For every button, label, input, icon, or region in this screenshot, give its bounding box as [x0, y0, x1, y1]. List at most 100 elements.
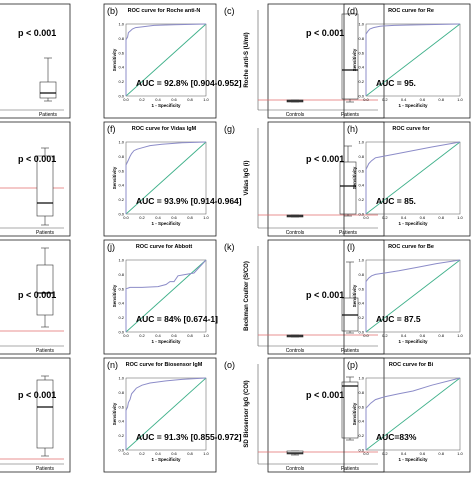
- box-body: [39, 81, 57, 99]
- panel-label: (j): [107, 242, 115, 252]
- y-tick-label: 0.0: [118, 94, 124, 99]
- x-tick-label: 0.6: [420, 97, 426, 102]
- category-label: Patients: [341, 466, 360, 472]
- category-label: Controls: [286, 466, 305, 472]
- roc-curve: [125, 259, 207, 332]
- panel-title: ROC curve for Roche anti-N: [128, 8, 201, 14]
- p-value-label: p < 0.001: [18, 28, 56, 38]
- reference-diagonal: [125, 259, 207, 333]
- x-tick-label: 0.4: [155, 451, 161, 456]
- y-tick-label: 0.8: [358, 154, 364, 159]
- y-tick-label: 1.0: [118, 22, 124, 27]
- x-tick-label: 0.0: [363, 451, 369, 456]
- x-tick-label: 0.8: [187, 97, 193, 102]
- panel-label: (c): [224, 6, 235, 16]
- x-tick-label: 0.8: [438, 215, 444, 220]
- panel-frame: [343, 357, 471, 473]
- x-tick-label: 0.8: [438, 451, 444, 456]
- y-tick-label: 1.0: [118, 258, 124, 263]
- y-tick-label: 0.8: [118, 36, 124, 41]
- x-tick-label: 0.8: [187, 215, 193, 220]
- y-tick-label: 0.8: [118, 390, 124, 395]
- y-tick-label: 0.8: [118, 154, 124, 159]
- panel-frame: [343, 3, 471, 119]
- box-body: [36, 264, 54, 316]
- panel-frame: [343, 239, 471, 355]
- x-tick-label: 0.6: [420, 333, 426, 338]
- box-body: [341, 13, 359, 100]
- x-tick-label: 0.6: [420, 215, 426, 220]
- y-tick-label: 0.6: [118, 168, 124, 173]
- category-label: Controls: [286, 112, 305, 118]
- panel-frame: [0, 3, 71, 119]
- x-tick-label: 1.0: [457, 215, 463, 220]
- category-label: Patients: [36, 348, 55, 354]
- x-axis-label: 1 - Specificity: [151, 457, 181, 462]
- y-tick-label: 0.4: [358, 65, 364, 70]
- y-tick-label: 0.8: [358, 390, 364, 395]
- y-tick-label: 0.0: [118, 212, 124, 217]
- x-tick-label: 0.4: [401, 333, 407, 338]
- x-axis-label: 1 - Specificity: [151, 103, 181, 108]
- category-label: Patients: [36, 466, 55, 472]
- y-tick-label: 1.0: [358, 22, 364, 27]
- y-tick-label: 0.4: [118, 65, 124, 70]
- x-tick-label: 0.2: [382, 215, 388, 220]
- x-tick-label: 0.6: [171, 97, 177, 102]
- x-axis-label: 1 - Specificity: [398, 221, 428, 226]
- reference-diagonal: [125, 377, 207, 451]
- panel-frame: [267, 121, 385, 237]
- panel-title: ROC curve for Be: [388, 244, 434, 250]
- y-tick-label: 0.2: [118, 315, 124, 320]
- x-axis-label: 1 - Specificity: [398, 339, 428, 344]
- auc-label: AUC = 84% [0.674-1]: [136, 314, 218, 324]
- panel-title: ROC curve for Vidas IgM: [132, 126, 197, 132]
- p-value-label: p < 0.001: [18, 290, 56, 300]
- panel-title: ROC curve for: [392, 126, 430, 132]
- y-tick-label: 0.4: [118, 419, 124, 424]
- reference-diagonal: [125, 141, 207, 215]
- y-axis-label: Sensitivity: [112, 166, 117, 189]
- panel-frame: [343, 121, 471, 237]
- auc-label: AUC = 91.3% [0.855-0.972]: [136, 432, 242, 442]
- p-value-label: p < 0.001: [18, 390, 56, 400]
- panel-label: (h): [347, 124, 358, 134]
- y-axis-label: Sensitivity: [352, 48, 357, 71]
- panel-label: (l): [347, 242, 355, 252]
- y-axis-label: Sensitivity: [112, 48, 117, 71]
- box-body: [36, 379, 54, 449]
- x-tick-label: 1.0: [203, 97, 209, 102]
- y-tick-label: 0.0: [118, 330, 124, 335]
- x-tick-label: 0.6: [171, 451, 177, 456]
- y-tick-label: 0.4: [358, 301, 364, 306]
- y-tick-label: 0.2: [358, 197, 364, 202]
- x-tick-label: 0.0: [123, 333, 129, 338]
- x-tick-label: 0.0: [363, 97, 369, 102]
- x-axis-label: 1 - Specificity: [151, 221, 181, 226]
- panel-title: ROC curve for Re: [388, 8, 434, 14]
- auc-label: AUC = 85.: [376, 196, 416, 206]
- y-tick-label: 0.0: [358, 330, 364, 335]
- x-tick-label: 0.4: [155, 97, 161, 102]
- roc-curve: [125, 23, 207, 96]
- reference-diagonal: [125, 23, 207, 97]
- panel-frame: [103, 357, 217, 473]
- reference-diagonal: [365, 259, 461, 333]
- x-axis-label: 1 - Specificity: [398, 457, 428, 462]
- panel-title: ROC curve for Abbott: [136, 244, 192, 250]
- category-label: Patients: [339, 230, 358, 236]
- reference-diagonal: [365, 377, 461, 451]
- y-axis-label: Sensitivity: [112, 284, 117, 307]
- y-axis-label: Vidas IgG (i): [244, 161, 250, 196]
- y-tick-label: 0.4: [118, 301, 124, 306]
- y-tick-label: 0.8: [118, 272, 124, 277]
- panel-frame: [103, 239, 217, 355]
- y-tick-label: 0.4: [118, 183, 124, 188]
- y-tick-label: 0.2: [118, 433, 124, 438]
- y-tick-label: 0.6: [118, 50, 124, 55]
- panel-title: ROC curve for Bi: [389, 362, 434, 368]
- x-tick-label: 0.4: [401, 451, 407, 456]
- y-axis-label: SD Biosensor IgG (COI): [244, 380, 250, 447]
- x-tick-label: 0.4: [155, 333, 161, 338]
